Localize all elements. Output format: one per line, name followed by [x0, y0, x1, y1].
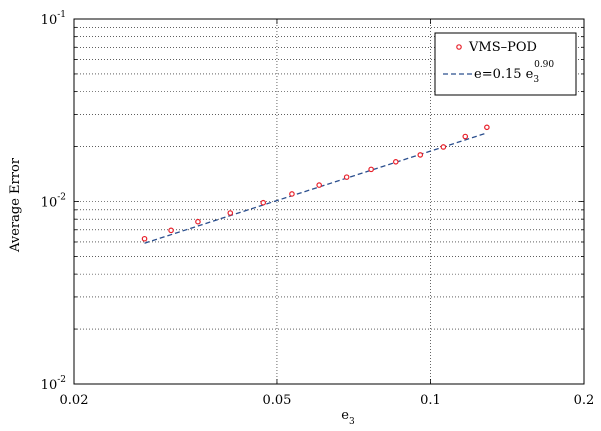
- data-point: [316, 182, 322, 188]
- x-tick-label: 0.05: [262, 393, 291, 408]
- legend-label-fit: e=0.15 e30.90: [474, 60, 554, 85]
- data-point: [343, 174, 350, 180]
- legend-box: [434, 32, 577, 96]
- data-point: [392, 159, 399, 165]
- data-point: [440, 144, 447, 150]
- fit-line-layer: [144, 132, 488, 244]
- y-tick-label: 10-2: [41, 193, 66, 211]
- data-point: [462, 133, 469, 140]
- data-point: [484, 124, 490, 131]
- tick-labels: 0.02 0.05 0.1 0.2 10-2 10-2 10-1: [41, 10, 595, 408]
- x-tick-label: 0.1: [420, 393, 441, 408]
- data-point: [168, 227, 174, 234]
- y-axis-label: Average Error: [8, 157, 23, 253]
- x-tick-label: 0.2: [574, 393, 595, 408]
- legend: VMS–POD e=0.15 e30.90: [434, 32, 577, 96]
- x-axis-label: e3: [341, 408, 355, 427]
- data-point: [195, 218, 201, 225]
- axis-ticks: [73, 19, 585, 384]
- y-tick-label: 10-2: [41, 375, 66, 393]
- data-point: [417, 152, 424, 158]
- fit-line: [144, 132, 488, 244]
- grid-lines: [74, 19, 584, 384]
- data-markers: [141, 124, 490, 242]
- x-tick-label: 0.02: [60, 393, 89, 408]
- data-point: [368, 166, 374, 173]
- y-tick-label: 10-1: [41, 10, 66, 28]
- data-point: [289, 191, 295, 197]
- legend-marker-icon: [456, 44, 462, 50]
- data-point: [227, 210, 234, 216]
- data-point: [260, 199, 267, 206]
- data-point: [141, 235, 148, 242]
- legend-label-vms-pod: VMS–POD: [468, 40, 537, 55]
